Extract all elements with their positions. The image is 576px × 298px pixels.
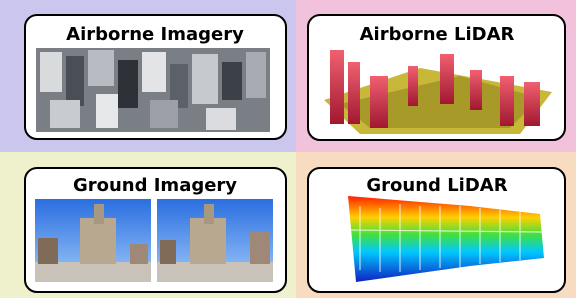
figure: Airborne Imagery Airborne LiDAR bbox=[0, 0, 576, 298]
panel-title: Ground LiDAR bbox=[366, 175, 507, 196]
panel: Airborne LiDAR bbox=[308, 15, 565, 140]
panel: Ground LiDAR bbox=[308, 168, 565, 292]
panel: Ground Imagery bbox=[25, 168, 286, 292]
panel-title: Ground Imagery bbox=[73, 175, 237, 196]
panel-title: Airborne Imagery bbox=[66, 24, 244, 45]
street-image bbox=[157, 199, 273, 282]
panel: Airborne Imagery bbox=[25, 15, 286, 139]
panel-title: Airborne LiDAR bbox=[360, 24, 515, 45]
street-image bbox=[35, 199, 151, 282]
aerial-image bbox=[36, 48, 270, 132]
